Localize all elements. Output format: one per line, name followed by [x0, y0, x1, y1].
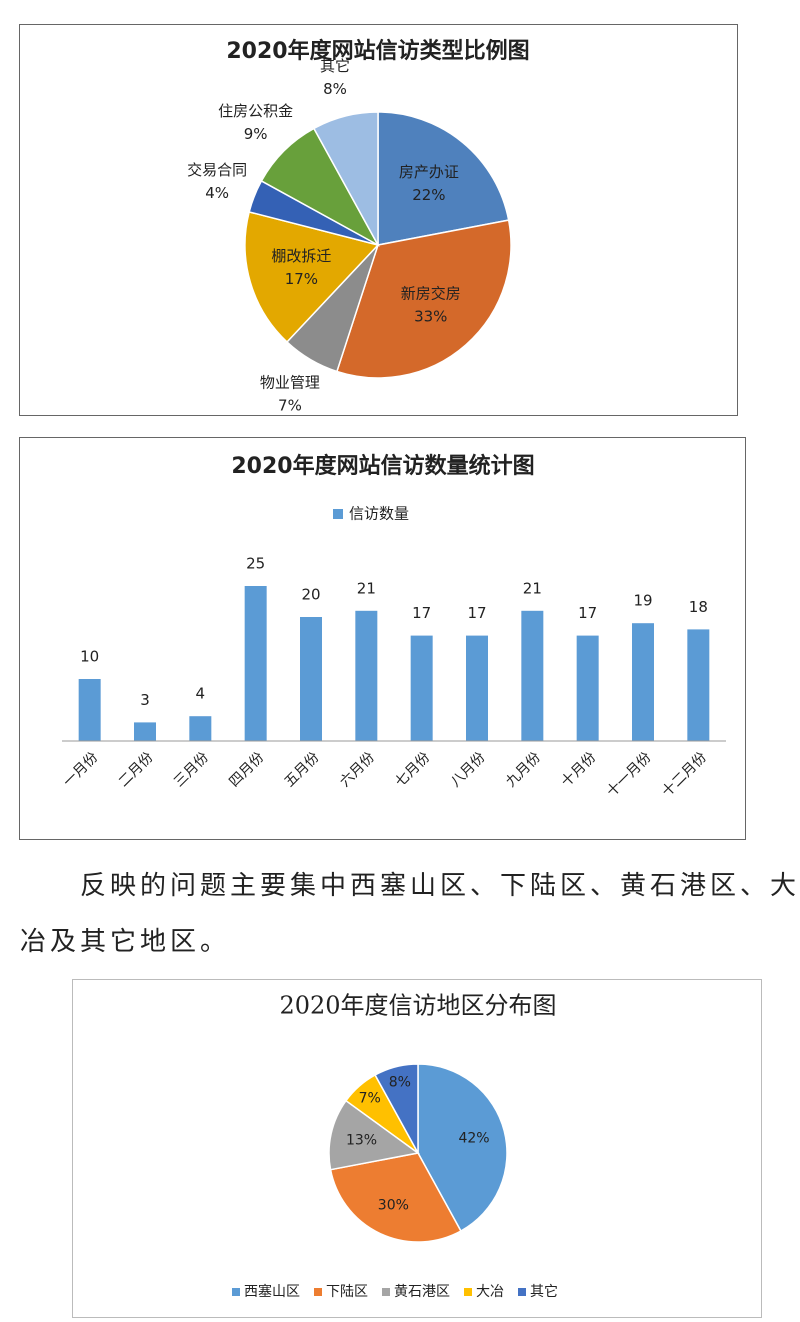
pie-slice	[328, 1099, 420, 1171]
slice-label: 房产办证	[399, 163, 459, 181]
bar	[466, 635, 488, 741]
bar	[78, 679, 101, 741]
bar	[300, 617, 322, 741]
legend-swatch	[518, 1288, 526, 1296]
pie-slice	[312, 111, 379, 246]
slice-value: 9%	[244, 125, 268, 143]
legend-swatch	[464, 1288, 472, 1296]
slice-value: 7%	[359, 1090, 381, 1106]
chart-title: 2020年度信访地区分布图	[279, 992, 556, 1020]
data-label: 4	[196, 685, 206, 703]
slice-value: 30%	[378, 1197, 409, 1213]
slice-value: 7%	[278, 396, 302, 414]
legend-swatch	[333, 509, 343, 519]
legend-label: 西塞山区	[244, 1283, 300, 1300]
bar	[244, 586, 267, 741]
slice-value: 22%	[412, 186, 445, 204]
slice-value: 42%	[458, 1131, 489, 1147]
bar	[687, 629, 710, 741]
legend-label: 其它	[530, 1283, 558, 1300]
data-label: 17	[412, 604, 431, 622]
slice-value: 8%	[323, 80, 347, 98]
bar	[410, 635, 433, 741]
data-label: 17	[578, 604, 597, 622]
legend-swatch	[232, 1288, 240, 1296]
data-label: 21	[357, 579, 376, 597]
data-label: 3	[140, 691, 150, 709]
data-label: 20	[301, 586, 320, 604]
paragraph: 反映的问题主要集中西塞山区、下陆区、黄石港区、大冶及其它地区。	[20, 871, 800, 957]
data-label: 21	[523, 579, 542, 597]
pie-slice	[335, 219, 512, 379]
legend-label: 信访数量	[349, 505, 409, 523]
slice-label: 棚改拆迁	[271, 247, 331, 265]
legend-label: 下陆区	[326, 1284, 368, 1300]
bar	[189, 716, 212, 741]
slice-value: 13%	[346, 1132, 377, 1148]
slice-label: 其它	[320, 57, 350, 75]
bar	[355, 610, 378, 741]
bar	[576, 635, 599, 741]
chart-frame	[19, 437, 746, 840]
slice-value: 4%	[205, 184, 229, 202]
chart-title: 2020年度网站信访类型比例图	[226, 38, 529, 64]
legend-swatch	[314, 1288, 322, 1296]
data-label: 10	[80, 648, 99, 666]
slice-value: 17%	[285, 270, 318, 288]
bar	[521, 610, 544, 741]
bar	[134, 722, 156, 741]
pie-slice	[244, 211, 380, 344]
pie-slice	[377, 111, 510, 246]
data-label: 19	[633, 592, 652, 610]
pie-slice	[329, 1152, 462, 1243]
pie-slice	[374, 1063, 419, 1154]
data-label: 18	[689, 598, 708, 616]
slice-value: 33%	[414, 307, 447, 325]
data-label: 25	[246, 555, 265, 573]
slice-label: 物业管理	[260, 373, 320, 391]
slice-value: 8%	[389, 1074, 411, 1090]
legend-label: 黄石港区	[394, 1283, 450, 1300]
legend-swatch	[382, 1288, 390, 1296]
bar	[632, 623, 654, 741]
slice-label: 新房交房	[401, 284, 461, 302]
data-label: 17	[467, 604, 486, 622]
chart-title: 2020年度网站信访数量统计图	[231, 453, 534, 479]
slice-label: 住房公积金	[218, 102, 293, 120]
slice-label: 交易合同	[187, 161, 247, 179]
pie-slice	[417, 1063, 508, 1233]
legend-label: 大冶	[476, 1284, 504, 1300]
